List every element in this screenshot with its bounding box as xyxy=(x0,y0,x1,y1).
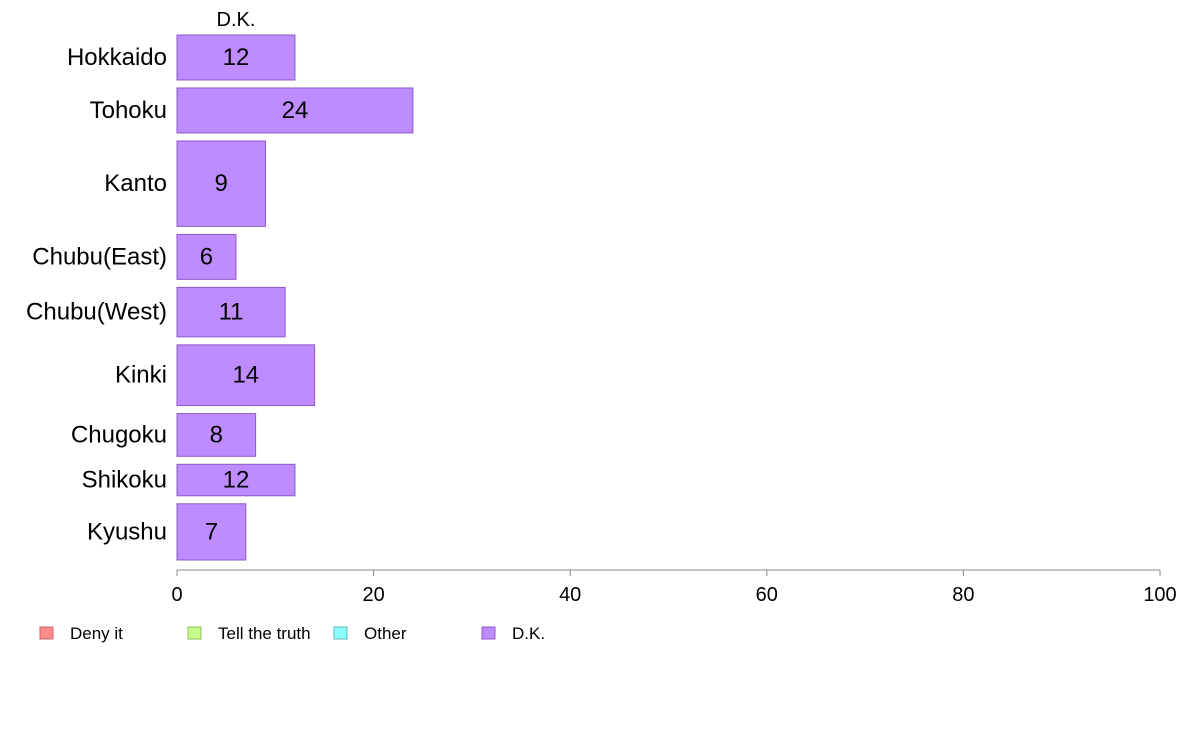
legend-swatch xyxy=(187,626,202,640)
bar-value-label: 12 xyxy=(223,467,250,494)
bar-hokkaido-s3 xyxy=(176,34,296,81)
x-tick-label: 60 xyxy=(756,584,778,606)
category-label: Kyushu xyxy=(87,518,167,545)
bar-value-label: 9 xyxy=(215,170,228,197)
bar-chugoku-s3 xyxy=(176,413,257,457)
category-label: Chugoku xyxy=(71,421,167,448)
bar-value-label: 14 xyxy=(232,362,259,389)
bar-shikoku-s3 xyxy=(176,463,296,497)
bar-tohoku-s3 xyxy=(176,87,414,134)
legend-label: Tell the truth xyxy=(218,624,311,643)
x-tick-label: 100 xyxy=(1143,584,1176,606)
legend-swatch xyxy=(39,626,54,640)
category-label: Chubu(East) xyxy=(32,243,167,270)
bar-kinki-s3 xyxy=(176,344,316,407)
legend-label: Other xyxy=(364,624,407,643)
bar-value-label: 7 xyxy=(205,518,218,545)
legend-swatch xyxy=(481,626,496,640)
bar-chubu-east--s3 xyxy=(176,233,237,280)
legend-label: Deny it xyxy=(70,624,123,643)
category-labels: Hokkaido Tohoku Kanto Chubu(East) Chubu(West… xyxy=(26,44,167,545)
legend-swatch xyxy=(333,626,348,640)
bar-value-label: 24 xyxy=(282,97,309,124)
bar-value-label: 11 xyxy=(219,299,244,326)
x-axis: 0 20 40 60 80 100 xyxy=(171,569,1177,606)
category-label: Hokkaido xyxy=(67,44,167,71)
category-label: Kanto xyxy=(104,170,167,197)
legend-label: D.K. xyxy=(512,624,545,643)
series-header: D.K. xyxy=(217,9,256,31)
bar-value-label: 6 xyxy=(200,243,213,270)
x-tick-label: 0 xyxy=(171,584,182,606)
category-label: Tohoku xyxy=(90,97,167,124)
bar-value-label: 8 xyxy=(210,421,223,448)
x-tick-label: 80 xyxy=(952,584,974,606)
x-tick-label: 20 xyxy=(362,584,384,606)
bar-chubu-west--s3 xyxy=(176,286,286,338)
x-tick-label: 40 xyxy=(559,584,581,606)
category-label: Chubu(West) xyxy=(26,299,167,326)
bar-kyushu-s3 xyxy=(176,503,247,561)
bar-value-label: 12 xyxy=(223,44,250,71)
category-label: Shikoku xyxy=(82,467,167,494)
bar-kanto-s3 xyxy=(176,140,266,227)
legend: Deny it Tell the truth Other D.K. xyxy=(39,624,545,643)
category-label: Kinki xyxy=(115,362,167,389)
